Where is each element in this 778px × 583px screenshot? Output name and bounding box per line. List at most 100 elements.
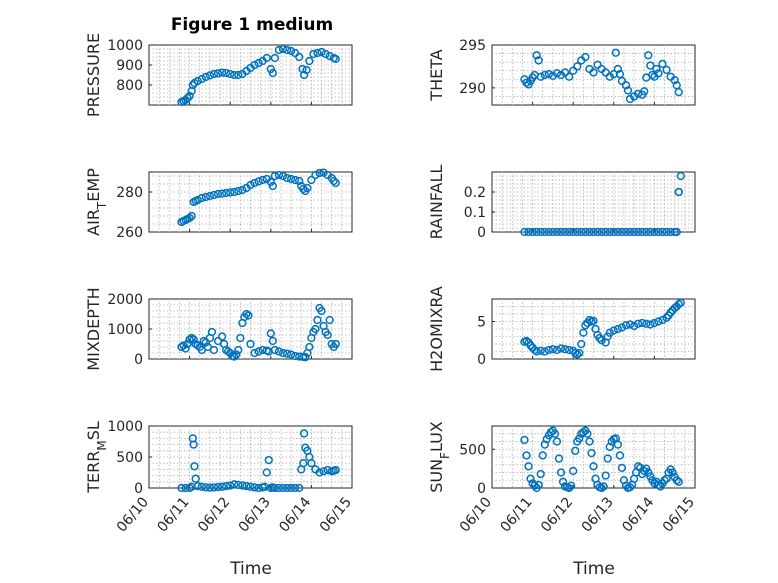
x-axis-label-left: Time <box>229 559 272 579</box>
data-point <box>548 227 558 237</box>
data-point <box>662 313 671 322</box>
data-point <box>583 429 592 438</box>
data-point <box>266 64 275 74</box>
data-point <box>599 482 608 491</box>
series-markers <box>520 426 683 493</box>
data-point <box>274 170 284 180</box>
data-point <box>597 227 606 237</box>
data-point <box>564 483 574 493</box>
data-point <box>270 53 280 63</box>
x-tick-label: 06/11 <box>497 494 535 535</box>
data-point <box>634 319 643 328</box>
data-point <box>226 69 235 79</box>
data-point <box>605 227 614 237</box>
data-point <box>654 227 663 237</box>
data-point <box>662 65 671 75</box>
data-point <box>309 49 318 59</box>
data-point <box>617 463 627 473</box>
data-point <box>581 321 590 330</box>
data-point <box>258 175 267 185</box>
subplot-theta: 290 295 THETA <box>427 38 696 106</box>
data-point <box>190 462 199 471</box>
data-point <box>672 476 681 485</box>
data-point <box>230 187 239 197</box>
y-tick-label: 260 <box>116 225 143 241</box>
data-point <box>205 191 215 201</box>
data-point <box>278 171 288 181</box>
data-point <box>528 227 537 237</box>
data-point <box>242 481 251 491</box>
data-point <box>315 168 324 178</box>
data-point <box>319 467 328 476</box>
data-point <box>629 227 639 237</box>
x-tick-label: 06/10 <box>114 494 152 535</box>
data-point <box>640 466 649 476</box>
y-tick-label: 500 <box>116 450 143 466</box>
data-point <box>270 345 280 355</box>
y-tick-label: 800 <box>116 78 143 94</box>
data-point <box>213 482 223 492</box>
data-point <box>270 171 280 181</box>
data-point <box>213 189 223 199</box>
series-markers <box>177 44 340 107</box>
data-point <box>668 468 677 477</box>
data-point <box>617 76 627 86</box>
data-point <box>274 483 284 493</box>
data-point <box>183 93 192 103</box>
data-point <box>238 185 247 195</box>
data-point <box>250 348 259 358</box>
data-point <box>676 298 685 307</box>
data-point <box>536 346 545 355</box>
y-tick-label: 290 <box>459 81 486 97</box>
data-point <box>666 308 675 317</box>
data-point <box>286 46 296 56</box>
data-point <box>536 72 545 81</box>
data-point <box>569 227 578 237</box>
data-point <box>532 51 541 60</box>
data-point <box>311 170 320 180</box>
y-tick-label: 1000 <box>107 419 143 435</box>
y-tick-label: 0 <box>477 352 486 368</box>
data-point <box>291 175 300 185</box>
data-point <box>278 483 288 493</box>
data-point <box>601 471 610 480</box>
data-point <box>603 454 612 463</box>
data-point <box>189 335 198 344</box>
data-point <box>575 348 584 358</box>
data-point <box>234 345 243 355</box>
data-point <box>286 483 296 493</box>
data-point <box>213 69 223 78</box>
subplot-air-temp: 260 280 AIRTEMP <box>84 168 353 241</box>
data-point <box>589 462 598 471</box>
data-point <box>268 336 277 346</box>
data-point <box>589 227 598 237</box>
data-point <box>207 327 217 337</box>
data-point <box>581 227 590 237</box>
data-point <box>556 344 566 353</box>
data-point <box>183 339 192 349</box>
series-markers <box>520 171 685 237</box>
data-point <box>520 227 529 237</box>
data-point <box>560 345 570 354</box>
data-point <box>625 483 635 492</box>
data-point <box>605 328 614 337</box>
data-point <box>613 227 623 237</box>
data-point <box>601 227 610 237</box>
data-point <box>658 227 667 237</box>
data-point <box>177 483 186 493</box>
data-point <box>569 466 578 476</box>
data-point <box>317 306 326 316</box>
data-point <box>558 477 568 486</box>
data-point <box>201 483 210 492</box>
data-point <box>567 481 576 490</box>
data-point <box>246 339 255 349</box>
y-axis-label: THETA <box>427 49 446 101</box>
y-tick-label: 1000 <box>107 322 143 338</box>
subplot-sun-flux: 0 500 06/10 06/11 06/12 06/13 06/14 06/15 SUNFLU… <box>427 421 698 535</box>
x-tick-label: 06/15 <box>660 494 698 535</box>
data-point <box>524 227 533 237</box>
data-point <box>238 481 247 490</box>
data-point <box>262 468 271 477</box>
data-point <box>268 68 277 78</box>
